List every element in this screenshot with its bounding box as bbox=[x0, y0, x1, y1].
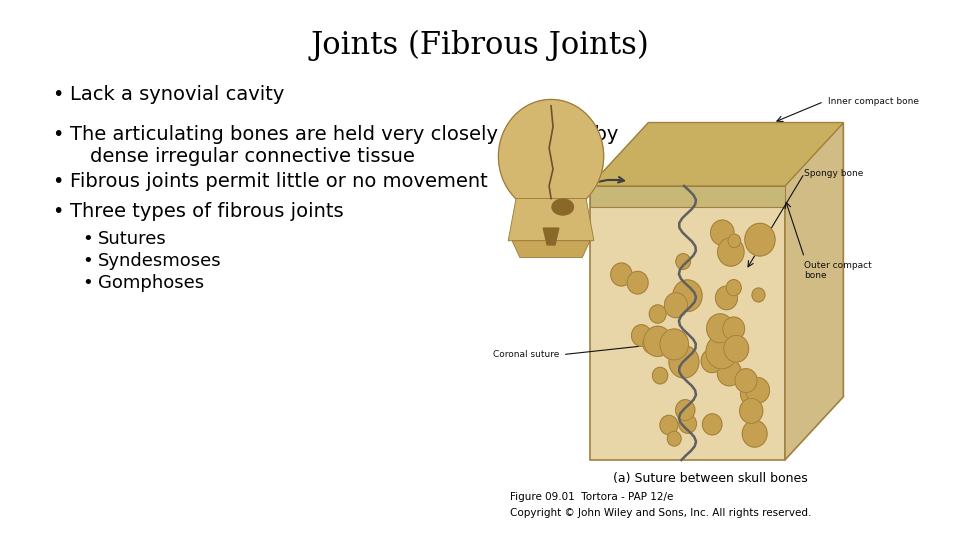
Polygon shape bbox=[590, 123, 844, 186]
Circle shape bbox=[498, 99, 604, 213]
Circle shape bbox=[611, 263, 632, 286]
Text: Joints (Fibrous Joints): Joints (Fibrous Joints) bbox=[311, 30, 649, 61]
Text: Sutures: Sutures bbox=[98, 230, 167, 248]
Circle shape bbox=[679, 414, 696, 433]
Text: Spongy bone: Spongy bone bbox=[804, 169, 864, 178]
Circle shape bbox=[667, 431, 681, 446]
Circle shape bbox=[723, 317, 745, 341]
Polygon shape bbox=[543, 228, 559, 245]
Ellipse shape bbox=[552, 199, 573, 215]
Text: Outer compact
bone: Outer compact bone bbox=[804, 261, 872, 280]
Polygon shape bbox=[590, 123, 844, 186]
Circle shape bbox=[632, 325, 652, 346]
Circle shape bbox=[735, 369, 757, 393]
Circle shape bbox=[740, 382, 762, 406]
Circle shape bbox=[740, 399, 763, 423]
Circle shape bbox=[643, 333, 662, 354]
Circle shape bbox=[715, 286, 737, 310]
Circle shape bbox=[703, 414, 722, 435]
Circle shape bbox=[706, 335, 737, 369]
Circle shape bbox=[752, 288, 765, 302]
Text: Inner compact bone: Inner compact bone bbox=[828, 97, 919, 106]
Circle shape bbox=[707, 314, 733, 343]
Circle shape bbox=[660, 415, 678, 435]
Circle shape bbox=[724, 335, 749, 362]
Text: •: • bbox=[52, 202, 63, 221]
Circle shape bbox=[664, 293, 687, 318]
Circle shape bbox=[727, 280, 741, 296]
Circle shape bbox=[746, 377, 770, 403]
Polygon shape bbox=[590, 186, 785, 460]
Polygon shape bbox=[512, 241, 590, 258]
Circle shape bbox=[660, 329, 688, 360]
Text: •: • bbox=[82, 252, 93, 270]
Text: Three types of fibrous joints: Three types of fibrous joints bbox=[70, 202, 344, 221]
Circle shape bbox=[653, 367, 668, 384]
Circle shape bbox=[673, 280, 702, 312]
Text: Fibrous joints permit little or no movement: Fibrous joints permit little or no movem… bbox=[70, 172, 488, 191]
Text: Syndesmoses: Syndesmoses bbox=[98, 252, 222, 270]
Text: •: • bbox=[82, 230, 93, 248]
Circle shape bbox=[717, 360, 741, 386]
Circle shape bbox=[676, 400, 695, 421]
Circle shape bbox=[718, 238, 744, 266]
Circle shape bbox=[669, 346, 699, 378]
Text: dense irregular connective tissue: dense irregular connective tissue bbox=[90, 147, 415, 166]
Text: Copyright © John Wiley and Sons, Inc. All rights reserved.: Copyright © John Wiley and Sons, Inc. Al… bbox=[510, 508, 811, 518]
Circle shape bbox=[649, 305, 666, 323]
Circle shape bbox=[745, 224, 775, 256]
Text: •: • bbox=[52, 125, 63, 144]
Text: Coronal suture: Coronal suture bbox=[492, 350, 559, 359]
Text: Figure 09.01  Tortora - PAP 12/e: Figure 09.01 Tortora - PAP 12/e bbox=[510, 492, 673, 502]
Circle shape bbox=[742, 420, 767, 447]
Polygon shape bbox=[508, 199, 594, 241]
Polygon shape bbox=[785, 123, 844, 460]
Text: (a) Suture between skull bones: (a) Suture between skull bones bbox=[612, 472, 807, 485]
Circle shape bbox=[644, 326, 672, 356]
Text: •: • bbox=[82, 274, 93, 292]
Circle shape bbox=[701, 349, 723, 373]
Text: Gomphoses: Gomphoses bbox=[98, 274, 204, 292]
Text: •: • bbox=[52, 85, 63, 104]
Circle shape bbox=[710, 220, 734, 245]
Text: Lack a synovial cavity: Lack a synovial cavity bbox=[70, 85, 284, 104]
Polygon shape bbox=[590, 186, 785, 207]
Circle shape bbox=[676, 254, 690, 269]
Text: •: • bbox=[52, 172, 63, 191]
Circle shape bbox=[728, 234, 740, 248]
Text: The articulating bones are held very closely together by: The articulating bones are held very clo… bbox=[70, 125, 618, 144]
Circle shape bbox=[627, 272, 648, 294]
